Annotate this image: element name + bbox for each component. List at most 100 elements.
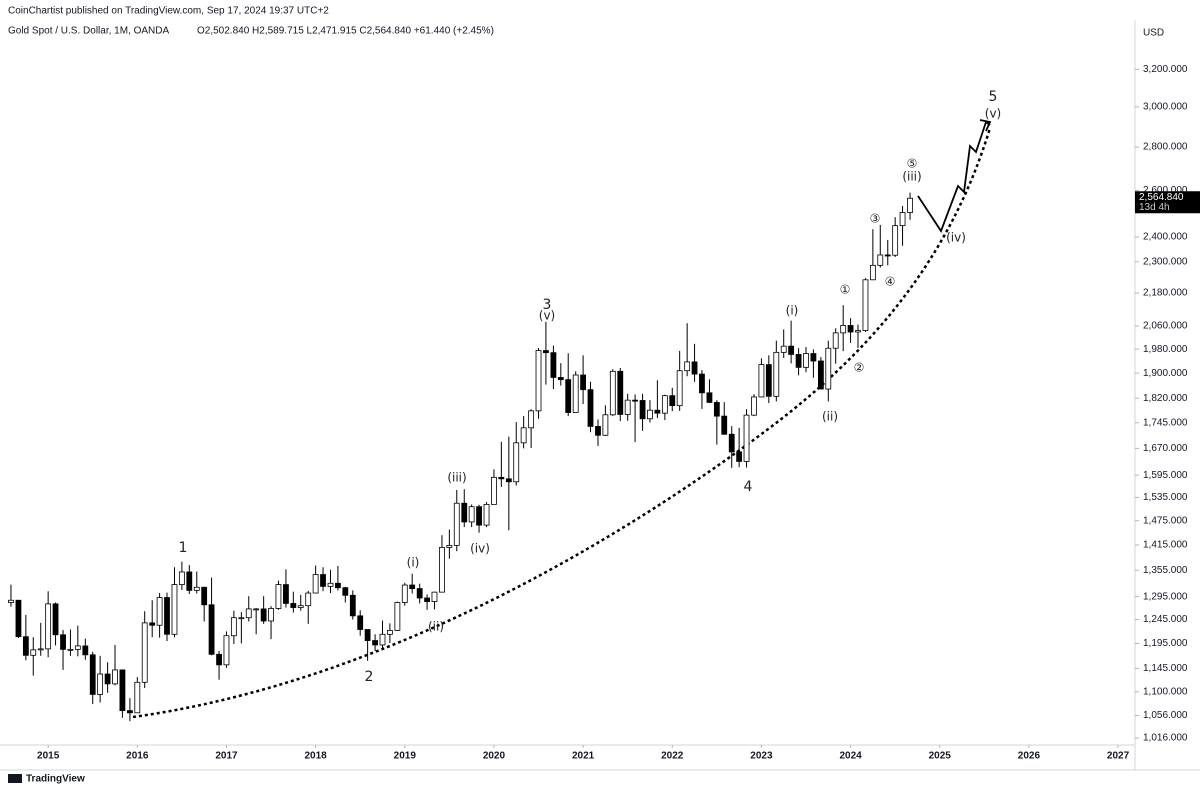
candle-body <box>602 414 609 436</box>
x-tick-label: 2018 <box>304 751 327 762</box>
candle-body <box>765 364 772 397</box>
candle-body <box>320 574 326 587</box>
candle-body <box>245 608 252 619</box>
y-tick-label: 1,056.000 <box>1143 710 1188 721</box>
candle-body <box>127 710 133 714</box>
candle-body <box>431 591 438 603</box>
candle-body <box>60 634 66 650</box>
x-tick-label: 2017 <box>215 751 238 762</box>
candle-body <box>632 399 638 402</box>
candle-body <box>416 588 423 599</box>
candle-body <box>773 351 780 397</box>
y-tick-label: 1,670.000 <box>1143 443 1188 454</box>
x-tick-label: 2025 <box>929 751 952 762</box>
wave-label: ④ <box>885 275 896 289</box>
candle-body <box>907 197 913 213</box>
candle-body <box>713 402 720 417</box>
candle-body <box>728 433 735 453</box>
candle-body <box>357 615 364 630</box>
candle-body <box>453 502 460 546</box>
wave-label: 3 <box>543 297 552 313</box>
candle-body <box>699 373 705 394</box>
wave-label: (iii) <box>902 170 921 184</box>
candle-body <box>82 645 89 656</box>
candle-body <box>364 629 371 641</box>
symbol: Gold Spot / U.S. Dollar, 1M, OANDA <box>8 26 169 37</box>
candle-body <box>45 603 52 650</box>
wave-label: ③ <box>870 212 881 226</box>
candle-body <box>372 640 378 646</box>
candle-body <box>795 354 802 368</box>
candle-body <box>580 374 587 391</box>
wave-label: ① <box>840 283 851 297</box>
author-line: CoinChartist published on TradingView.co… <box>8 6 329 17</box>
candle-body <box>22 636 29 656</box>
candle-body <box>877 254 884 266</box>
candle-body <box>543 350 549 354</box>
candle-body <box>104 673 111 685</box>
candle-body <box>565 379 572 413</box>
brand: TradingView <box>26 774 85 785</box>
candle-body <box>491 476 497 505</box>
candle-body <box>119 669 126 712</box>
wave-label: (iv) <box>946 231 966 245</box>
y-tick-label: 1,415.000 <box>1143 540 1188 551</box>
candle-body <box>780 345 787 353</box>
candle-body <box>661 395 668 414</box>
candle-body <box>74 645 81 650</box>
candle-body <box>639 400 646 420</box>
candle-body <box>8 599 14 603</box>
y-tick-label: 1,595.000 <box>1143 470 1188 481</box>
x-tick-label: 2026 <box>1018 751 1041 762</box>
candle-body <box>461 502 468 523</box>
x-tick-label: 2020 <box>483 751 506 762</box>
candle-body <box>97 673 104 695</box>
y-tick-label: 1,245.000 <box>1143 614 1188 625</box>
candle-body <box>89 654 96 695</box>
candle-body <box>30 649 37 656</box>
candle-body <box>223 635 230 666</box>
projection-arrow <box>979 119 992 132</box>
candle-body <box>305 592 312 607</box>
x-tick-label: 2021 <box>572 751 595 762</box>
y-tick-label: 3,200.000 <box>1143 64 1188 75</box>
x-tick-label: 2016 <box>126 751 149 762</box>
wave-label: (v) <box>985 107 1001 121</box>
candle-body <box>721 415 728 435</box>
wave-label: 2 <box>365 669 374 685</box>
wave-label: 1 <box>179 540 188 556</box>
candle-body <box>112 669 118 685</box>
candle-body <box>468 506 475 523</box>
candle-body <box>297 605 304 608</box>
y-tick-label: 2,060.000 <box>1143 321 1188 332</box>
candle-body <box>216 653 222 666</box>
y-tick-label: 1,016.000 <box>1143 733 1188 744</box>
candle-body <box>476 506 482 526</box>
candle-body <box>134 681 141 714</box>
candle-body <box>335 582 341 589</box>
candle-body <box>483 503 490 526</box>
candle-body <box>401 584 408 603</box>
candle-body <box>342 587 349 596</box>
candle-body <box>869 264 876 281</box>
y-tick-label: 1,295.000 <box>1143 591 1188 602</box>
wave-label: (i) <box>786 304 799 318</box>
countdown: 13d 4h <box>1139 202 1170 213</box>
trend-curve <box>132 127 992 719</box>
candle-body <box>505 478 512 483</box>
y-tick-label: 1,145.000 <box>1143 663 1188 674</box>
candle-body <box>884 254 891 257</box>
x-tick-label: 2023 <box>750 751 773 762</box>
candle-body <box>52 603 59 636</box>
candle-body <box>803 353 809 368</box>
x-tick-label: 2022 <box>661 751 684 762</box>
ohlc: O2,502.840 H2,589.715 L2,471.915 C2,564.… <box>197 26 494 37</box>
projection-path <box>917 120 991 233</box>
wave-label: 5 <box>989 89 998 105</box>
y-tick-label: 2,600.000 <box>1143 185 1188 196</box>
y-tick-label: 1,820.000 <box>1143 393 1188 404</box>
wave-label: ② <box>854 361 865 375</box>
y-tick-label: 1,535.000 <box>1143 492 1188 503</box>
